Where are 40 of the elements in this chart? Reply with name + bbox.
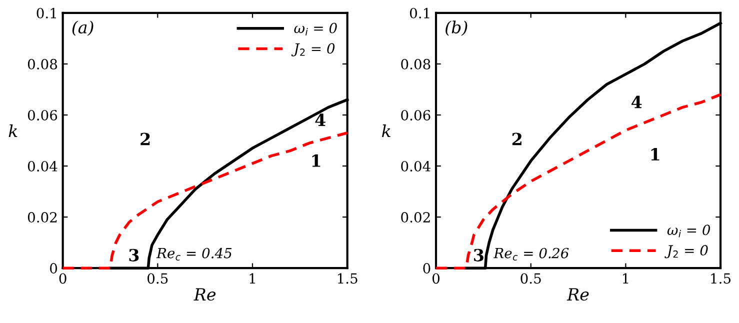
- x-tick-label: 1.5: [711, 273, 730, 284]
- y-tick-label: 0.02: [401, 212, 430, 223]
- x-tick-label: 0.5: [520, 273, 541, 284]
- y-tick-label: 0.08: [28, 58, 58, 70]
- y-axis-title: k: [8, 124, 18, 138]
- annotation: 2: [140, 132, 150, 146]
- x-tick-label: 0.5: [148, 273, 168, 284]
- legend-label: J$_{2}$ = 0: [291, 43, 335, 56]
- legend-label: J$_{2}$ = 0: [664, 245, 708, 258]
- annotation: 3: [474, 248, 484, 262]
- y-tick-label: 0: [423, 263, 430, 274]
- annotation: 1: [651, 148, 660, 160]
- x-axis-title: Re: [194, 288, 216, 301]
- annotation: 1: [312, 154, 320, 167]
- annotation: 4: [631, 96, 642, 108]
- y-tick-label: 0.08: [401, 58, 430, 70]
- legend-label: ω$_{i}$ = 0: [294, 22, 337, 36]
- annotation: (b): [446, 20, 468, 36]
- x-tick-label: 1: [250, 273, 255, 284]
- y-tick-label: 0.04: [28, 160, 58, 172]
- y-tick-label: 0.1: [36, 8, 56, 18]
- y-tick-label: 0.04: [401, 160, 430, 172]
- x-tick-label: 1.5: [338, 273, 358, 284]
- y-tick-label: 0.06: [401, 110, 430, 120]
- annotation: Re$_{c}$ = 0.26: [493, 248, 569, 261]
- annotation: 4: [315, 114, 326, 126]
- y-tick-label: 0: [50, 263, 58, 274]
- x-tick-label: 0: [59, 273, 66, 284]
- x-tick-label: 1: [622, 273, 628, 284]
- annotation: (a): [72, 20, 94, 36]
- y-tick-label: 0.1: [410, 8, 430, 18]
- annotation: 3: [129, 248, 139, 262]
- x-axis-title: Re: [566, 288, 589, 301]
- x-tick-label: 0: [432, 273, 440, 284]
- y-tick-label: 0.06: [28, 110, 58, 120]
- annotation: Re$_{c}$ = 0.45: [156, 248, 232, 261]
- annotation: 2: [512, 132, 522, 146]
- y-tick-label: 0.02: [28, 212, 57, 223]
- y-axis-title: k: [382, 124, 390, 138]
- legend-label: ω$_{i}$ = 0: [667, 224, 710, 238]
